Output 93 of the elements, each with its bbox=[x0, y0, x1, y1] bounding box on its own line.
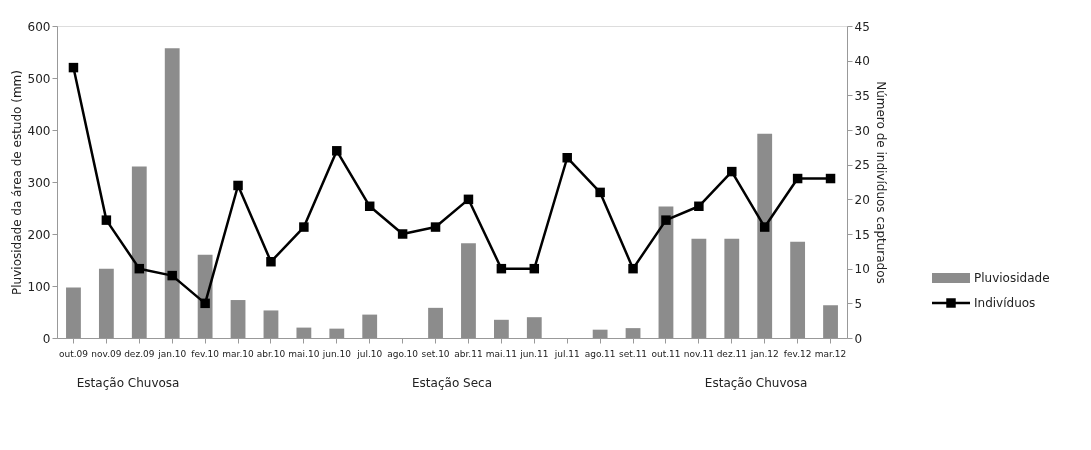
point bbox=[595, 187, 605, 198]
point bbox=[101, 215, 112, 225]
point bbox=[200, 298, 210, 309]
x-tick-label: jan.12 bbox=[749, 348, 779, 359]
bar bbox=[592, 329, 608, 338]
point bbox=[299, 222, 309, 232]
bar bbox=[66, 287, 81, 338]
x-tick-label: abr.11 bbox=[454, 348, 483, 359]
bar bbox=[823, 305, 838, 338]
x-tick-label: mar.12 bbox=[814, 348, 847, 359]
x-tick-label: abr.10 bbox=[256, 348, 286, 359]
y2-tick-label: 40 bbox=[854, 54, 870, 69]
point bbox=[825, 173, 836, 184]
x-tick-label: set.10 bbox=[421, 348, 450, 359]
point bbox=[562, 152, 572, 163]
x-tick-label: dez.11 bbox=[716, 348, 747, 359]
y2-tick-label: 0 bbox=[854, 331, 863, 346]
x-tick-label: nov.09 bbox=[91, 348, 122, 359]
y2-tick-label: 45 bbox=[854, 19, 870, 34]
point bbox=[661, 215, 671, 225]
point bbox=[332, 146, 342, 156]
bar bbox=[98, 268, 114, 338]
bar bbox=[263, 310, 279, 338]
x-tick-label: set.11 bbox=[619, 348, 648, 359]
x-tick-label: out.11 bbox=[651, 348, 681, 359]
legend-label: Indivíduos bbox=[974, 296, 1036, 310]
y2-tick-label: 10 bbox=[854, 262, 870, 277]
x-tick-label: mar.10 bbox=[222, 348, 255, 359]
point bbox=[792, 173, 803, 184]
text: Estação Chuvosa bbox=[76, 376, 180, 390]
point bbox=[134, 263, 145, 274]
bar bbox=[691, 238, 707, 338]
point bbox=[727, 166, 737, 177]
bar bbox=[362, 314, 378, 338]
point bbox=[628, 263, 638, 274]
x-tick-label: mai.10 bbox=[288, 348, 320, 359]
x-tick-label: jun.11 bbox=[519, 348, 549, 359]
point bbox=[167, 270, 177, 281]
bar bbox=[131, 166, 147, 338]
x-tick-label: jul.10 bbox=[356, 348, 383, 359]
x-tick-label: out.09 bbox=[58, 348, 89, 359]
y-tick-label: 500 bbox=[27, 71, 51, 86]
text: Estação Seca bbox=[412, 376, 492, 390]
x-tick-label: fev.12 bbox=[783, 348, 812, 359]
bar bbox=[296, 327, 312, 338]
y-tick-label: 200 bbox=[27, 227, 51, 242]
x-tick-label: ago.11 bbox=[584, 348, 616, 359]
y2-tick-label: 5 bbox=[854, 296, 863, 311]
x-tick-label: dez.09 bbox=[124, 348, 155, 359]
bar bbox=[790, 241, 806, 338]
point bbox=[694, 201, 704, 212]
y-tick-label: 400 bbox=[27, 123, 51, 138]
text: Estação Chuvosa bbox=[704, 376, 808, 390]
y-tick-label: 100 bbox=[27, 279, 51, 294]
x-tick-label: jan.10 bbox=[157, 348, 187, 359]
bar bbox=[329, 328, 345, 338]
x-tick-label: jun.10 bbox=[321, 348, 352, 359]
point bbox=[364, 201, 375, 212]
y2-tick-label: 35 bbox=[854, 88, 870, 103]
x-tick-label: jul.11 bbox=[553, 348, 580, 359]
point bbox=[759, 222, 770, 232]
bar bbox=[461, 243, 476, 338]
y2-axis-title: Número de indivíduos capturados bbox=[873, 81, 888, 284]
y2-tick-label: 30 bbox=[854, 123, 870, 138]
bar bbox=[724, 238, 740, 338]
bar bbox=[164, 48, 180, 338]
bar bbox=[625, 328, 641, 338]
x-tick-label: nov.11 bbox=[683, 348, 714, 359]
point bbox=[266, 256, 276, 267]
y-axis-title: Pluviosidade da área de estudo (mm) bbox=[9, 70, 24, 295]
x-tick-label: ago.10 bbox=[387, 348, 419, 359]
bar bbox=[757, 133, 773, 338]
y2-tick-label: 15 bbox=[854, 227, 870, 242]
point bbox=[496, 263, 507, 274]
point bbox=[529, 263, 540, 274]
point bbox=[463, 194, 474, 205]
point bbox=[397, 229, 408, 239]
y-tick-label: 0 bbox=[42, 331, 51, 346]
legend-label: Pluviosidade bbox=[974, 271, 1050, 285]
bar bbox=[230, 300, 246, 338]
x-tick-label: fev.10 bbox=[191, 348, 220, 359]
bar bbox=[493, 319, 509, 338]
bar bbox=[526, 317, 542, 338]
y2-tick-label: 20 bbox=[854, 192, 870, 207]
bar bbox=[428, 307, 443, 338]
y2-tick-label: 25 bbox=[854, 158, 870, 173]
y-tick-label: 300 bbox=[27, 175, 51, 190]
y-tick-label: 600 bbox=[27, 19, 51, 34]
point bbox=[430, 222, 441, 232]
x-tick-label: mai.11 bbox=[485, 348, 517, 359]
point bbox=[68, 62, 79, 73]
point bbox=[233, 180, 243, 191]
bar bbox=[658, 206, 674, 338]
